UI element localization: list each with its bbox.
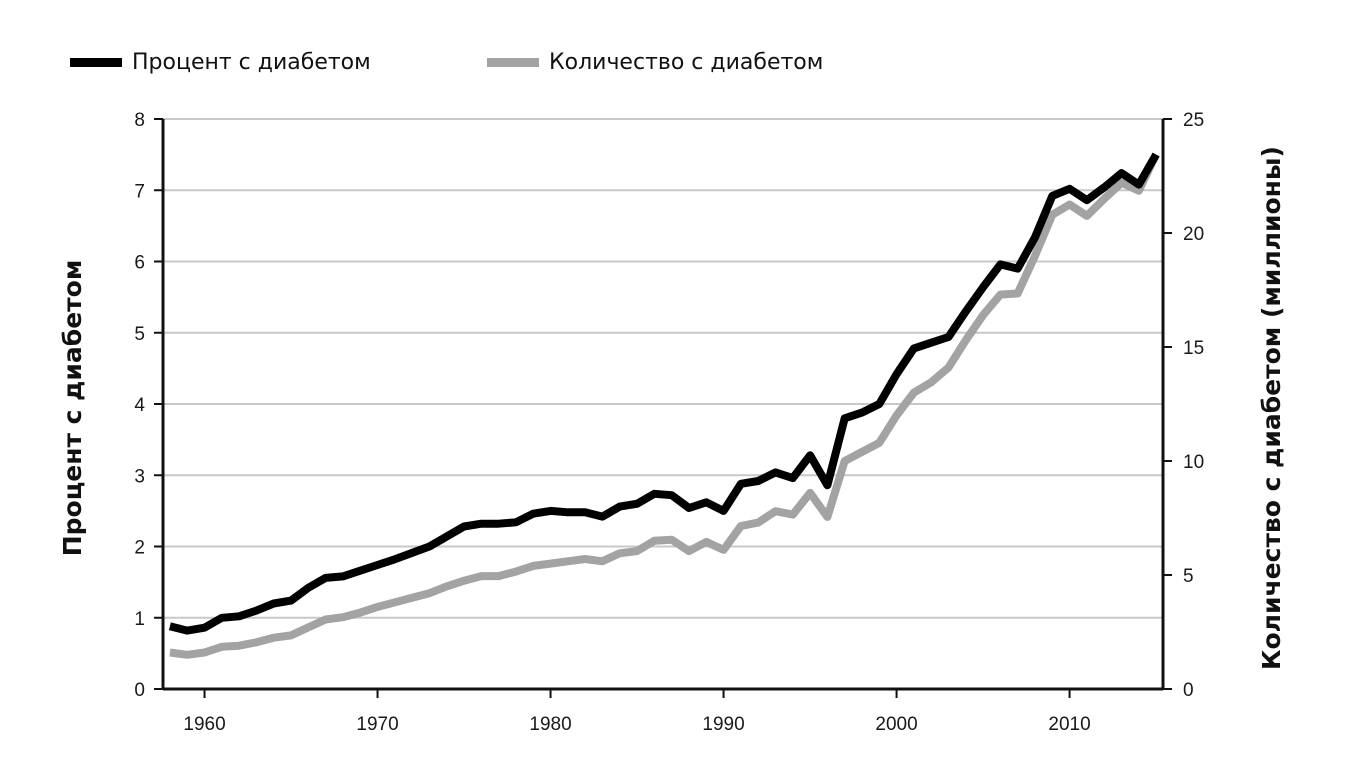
y-right-tick-label-5: 5	[1183, 566, 1194, 587]
y-right-tick-label-10: 10	[1183, 452, 1204, 473]
series-line-percent	[168, 152, 1160, 635]
gridlines	[163, 118, 1163, 619]
series-line-count	[169, 152, 1160, 659]
legend-item-count: Количество с диабетом	[487, 44, 823, 80]
x-tick-label-2000: 2000	[875, 714, 917, 735]
y-left-tick-label-7: 7	[134, 181, 145, 202]
y-right-tick-label-15: 15	[1183, 338, 1204, 359]
y-left-tick-label-0: 0	[134, 680, 145, 701]
x-tick-label-1970: 1970	[356, 714, 398, 735]
y-left-tick-label-1: 1	[134, 609, 145, 630]
tick-labels: 0 1 2 3 4 5 6 7 8 0 5 10 15 20 25 1960 1970 1980 1990 2000 2…	[134, 110, 1204, 735]
axes	[154, 118, 1172, 698]
legend-swatch-count	[487, 57, 539, 67]
legend-swatch-percent	[70, 57, 122, 67]
x-tick-label-2010: 2010	[1048, 714, 1090, 735]
y-left-tick-label-2: 2	[134, 538, 145, 559]
y-left-tick-label-5: 5	[134, 324, 145, 345]
y-right-tick-label-20: 20	[1183, 224, 1204, 245]
legend-label-percent: Процент с диабетом	[132, 49, 371, 75]
series-lines	[168, 152, 1160, 659]
legend-label-count: Количество с диабетом	[549, 49, 824, 75]
y-right-tick-label-25: 25	[1183, 110, 1204, 131]
y-left-tick-label-8: 8	[134, 110, 145, 131]
y-left-tick-label-3: 3	[134, 466, 145, 487]
x-tick-label-1990: 1990	[702, 714, 744, 735]
y-axis-right-title: Количество с диабетом (миллионы)	[1257, 146, 1286, 670]
y-left-tick-label-4: 4	[134, 395, 145, 416]
y-left-tick-label-6: 6	[134, 253, 145, 274]
y-axis-left-title: Процент с диабетом	[58, 260, 87, 557]
y-right-tick-label-0: 0	[1183, 680, 1194, 701]
x-tick-label-1960: 1960	[183, 714, 225, 735]
x-tick-label-1980: 1980	[529, 714, 571, 735]
legend-item-percent: Процент с диабетом	[70, 44, 371, 80]
